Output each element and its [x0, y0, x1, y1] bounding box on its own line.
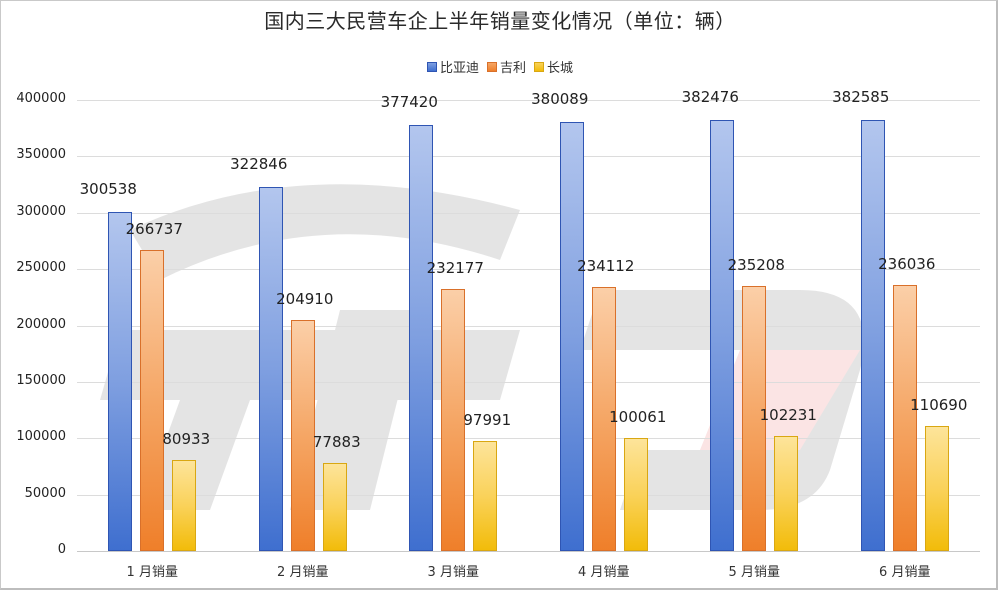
legend-label: 长城 [547, 61, 574, 76]
data-label: 234112 [577, 257, 635, 276]
data-label: 80933 [162, 429, 211, 448]
bar-byd[interactable] [559, 122, 584, 551]
x-axis-label: 5 月销量 [728, 565, 780, 580]
y-tick-label: 300000 [16, 204, 66, 219]
x-axis-label: 6 月销量 [879, 565, 931, 580]
y-tick-label: 200000 [16, 317, 66, 332]
legend-swatch-icon [426, 61, 437, 72]
bar-greatwall[interactable] [322, 463, 347, 551]
legend-swatch-icon [534, 61, 544, 72]
bar-greatwall[interactable] [623, 438, 648, 551]
data-label: 382476 [681, 87, 739, 106]
y-tick-label: 0 [57, 542, 66, 557]
legend-item-byd[interactable]: 比亚迪 [426, 57, 479, 76]
bar-byd[interactable] [860, 119, 885, 551]
chart-legend: 比亚迪 吉利 长城 [0, 57, 1000, 76]
bar-greatwall[interactable] [774, 435, 799, 551]
bar-geely[interactable] [892, 284, 917, 551]
data-label: 300538 [79, 180, 137, 199]
legend-item-geely[interactable]: 吉利 [486, 57, 526, 76]
gridline [77, 382, 980, 383]
data-label: 380089 [531, 90, 589, 109]
data-label: 97991 [463, 410, 512, 429]
data-label: 110690 [910, 396, 968, 415]
bar-byd[interactable] [409, 125, 434, 551]
bar-byd[interactable] [258, 186, 283, 551]
data-label: 235208 [727, 255, 785, 274]
gridline [77, 438, 980, 439]
legend-item-greatwall[interactable]: 长城 [534, 57, 573, 76]
gridline [77, 326, 980, 327]
bar-geely[interactable] [441, 289, 466, 551]
gridline [77, 213, 980, 214]
data-label: 266737 [125, 220, 183, 239]
bar-geely[interactable] [742, 285, 767, 551]
x-axis-label: 4 月销量 [578, 565, 630, 580]
data-label: 100061 [609, 408, 667, 427]
gridline [77, 269, 980, 270]
y-tick-label: 100000 [16, 429, 66, 444]
x-axis-label: 3 月销量 [427, 565, 479, 580]
data-label: 102231 [759, 405, 817, 424]
y-tick-label: 350000 [16, 147, 66, 162]
y-tick-label: 150000 [16, 373, 66, 388]
data-label: 204910 [276, 289, 334, 308]
data-label: 232177 [426, 259, 484, 278]
y-tick-label: 250000 [16, 260, 66, 275]
y-tick-label: 50000 [24, 486, 66, 501]
bar-geely[interactable] [591, 287, 616, 551]
x-axis-label: 1 月销量 [126, 565, 178, 580]
bar-greatwall[interactable] [473, 440, 498, 551]
legend-label: 比亚迪 [439, 61, 479, 76]
legend-label: 吉利 [499, 61, 526, 76]
data-label: 322846 [230, 154, 288, 173]
gridline [77, 100, 980, 101]
legend-swatch-icon [486, 61, 497, 72]
bar-geely[interactable] [140, 250, 165, 551]
bar-greatwall[interactable] [924, 426, 949, 551]
bar-geely[interactable] [290, 319, 315, 551]
data-label: 382585 [832, 87, 890, 106]
data-label: 236036 [878, 254, 936, 273]
gridline [77, 551, 980, 552]
gridline [77, 156, 980, 157]
gridline [77, 495, 980, 496]
chart-title: 国内三大民营车企上半年销量变化情况（单位：辆） [264, 9, 736, 33]
x-axis-label: 2 月销量 [277, 565, 329, 580]
bar-byd[interactable] [108, 212, 133, 551]
bar-byd[interactable] [710, 119, 735, 551]
bar-greatwall[interactable] [172, 459, 197, 551]
data-label: 77883 [312, 433, 361, 452]
data-label: 377420 [380, 93, 438, 112]
y-tick-label: 400000 [16, 91, 66, 106]
